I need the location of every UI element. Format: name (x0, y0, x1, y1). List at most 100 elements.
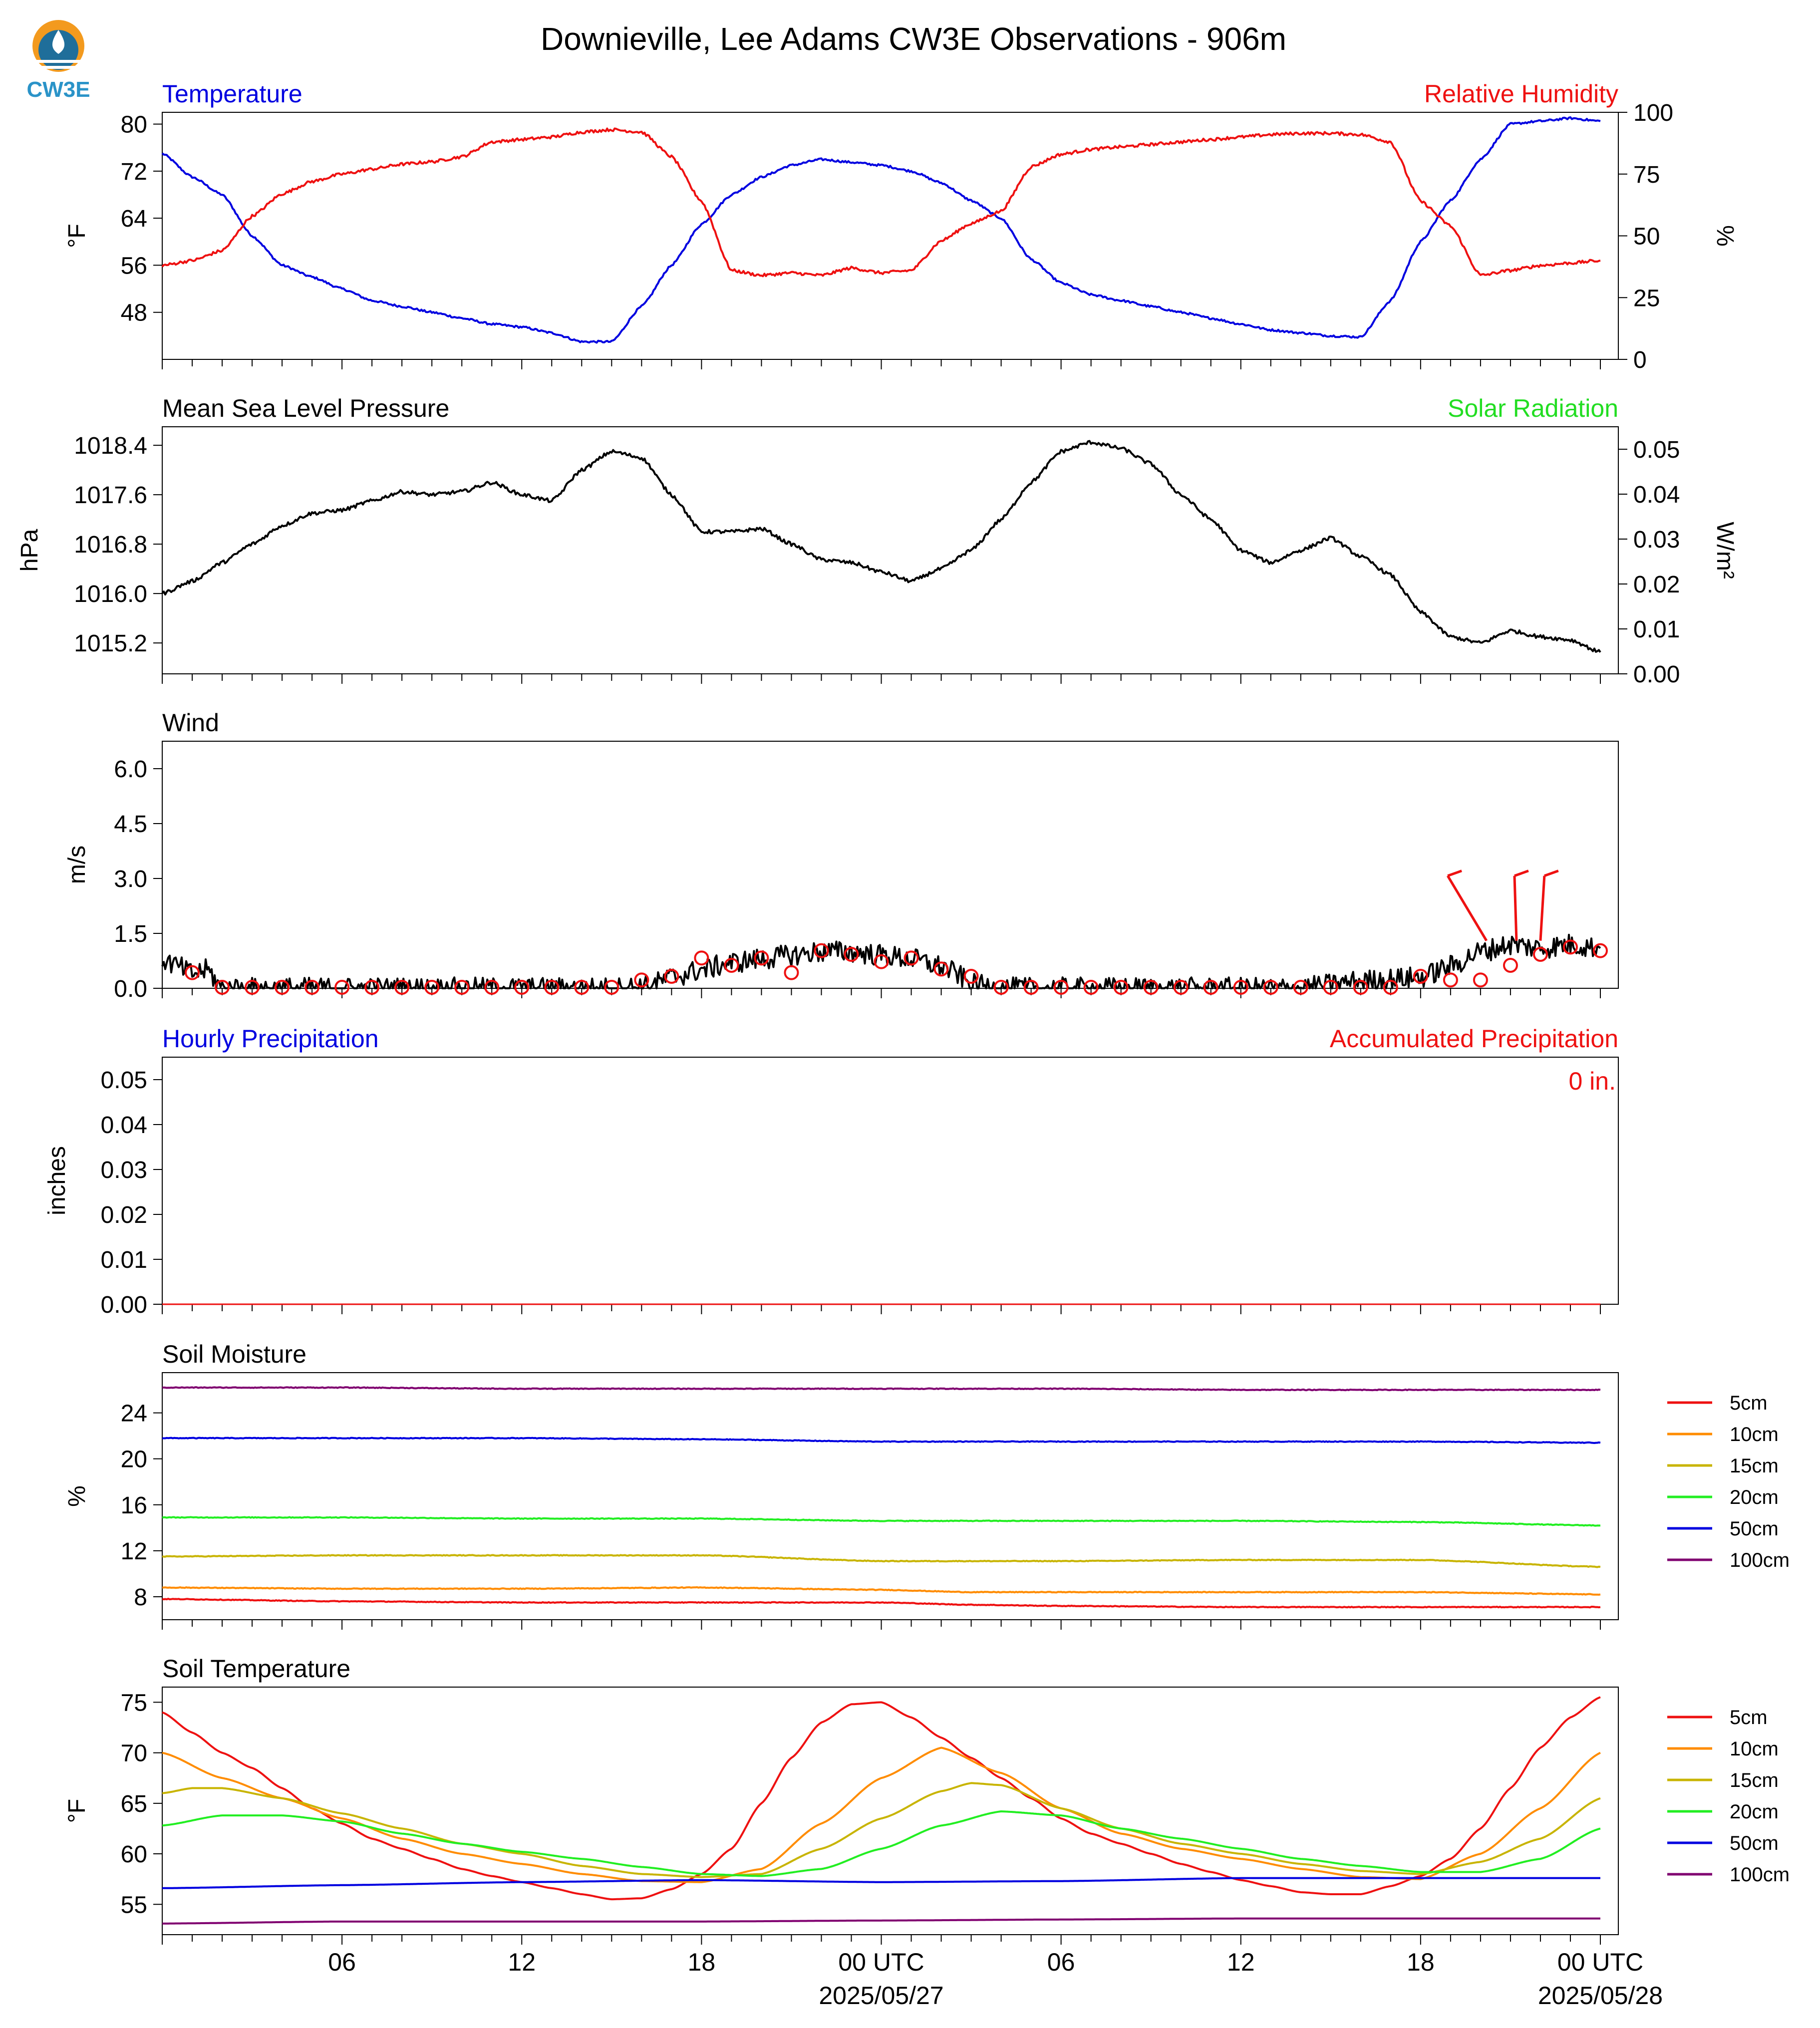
time-axis: 06 12 18 00 UTC 2025/05/27 06 12 18 00 UTC 2025/0… (328, 1948, 1663, 2010)
wind-marker (1293, 980, 1308, 995)
logo-drop-icon (52, 30, 65, 54)
y-tick-label: 8 (134, 1584, 147, 1611)
y-tick-label: 0.04 (101, 1112, 147, 1139)
y-tick-label: 56 (121, 253, 147, 279)
wind-marker (1503, 958, 1518, 973)
y-right-tick-label: 0.02 (1633, 572, 1680, 598)
y-tick-label: 12 (121, 1538, 147, 1565)
series-20cm (162, 1810, 1601, 1877)
y-tick-label: 1.5 (114, 921, 147, 947)
series-15cm (162, 1782, 1601, 1878)
wind-marker (484, 980, 500, 995)
y-right-axis-label: % (1712, 225, 1738, 247)
wind-marker (1443, 972, 1458, 988)
panel-soil-temperature: Soil Temperature 55 60 65 70 75 °F 5cm 10cm 15cm 2… (64, 1655, 1790, 1945)
y-tick-label: 70 (121, 1740, 147, 1767)
legend-label-50cm: 50cm (1730, 1832, 1779, 1854)
x-tick-label: 00 UTC (1557, 1948, 1643, 1976)
series-50cm (162, 1437, 1601, 1444)
wind-marker (1053, 980, 1069, 995)
wind-marker (1353, 980, 1368, 995)
y-right-tick-label: 0.01 (1633, 616, 1680, 643)
wind-marker (304, 980, 320, 995)
legend-label-10cm: 10cm (1730, 1738, 1779, 1760)
x-date-label: 2025/05/27 (819, 1982, 943, 2010)
x-tick-label: 00 UTC (838, 1948, 924, 1976)
y-tick-label: 48 (121, 300, 147, 326)
wind-barb-shaft (1539, 875, 1546, 941)
wind-marker (784, 965, 799, 980)
series-5cm (162, 1696, 1601, 1901)
plot-frame (162, 112, 1619, 360)
panel-temperature: Temperature Relative Humidity 48 56 64 72 80 °F… (64, 80, 1738, 373)
wind-marker (1233, 980, 1248, 995)
panel-title-left: Soil Temperature (162, 1655, 350, 1683)
wind-marker (364, 980, 380, 995)
series-5cm (162, 1598, 1601, 1609)
y-right-tick-label: 25 (1633, 285, 1660, 311)
legend-label-10cm: 10cm (1730, 1424, 1779, 1446)
series-hourly-wind-markers (185, 869, 1608, 995)
series-100cm (162, 1386, 1601, 1392)
y-tick-label: 80 (121, 112, 147, 138)
y-right-tick-label: 0.04 (1633, 482, 1680, 508)
wind-marker (963, 969, 979, 984)
wind-marker (993, 980, 1009, 995)
x-tick-label: 12 (1227, 1948, 1255, 1976)
y-tick-label: 65 (121, 1791, 147, 1817)
legend-label-100cm: 100cm (1730, 1549, 1790, 1571)
x-tick-label: 06 (1047, 1948, 1075, 1976)
wind-marker (1083, 980, 1099, 995)
wind-marker (1562, 939, 1578, 955)
series-100cm (162, 1917, 1600, 1925)
legend-label-50cm: 50cm (1730, 1518, 1779, 1540)
wind-marker (904, 950, 919, 966)
wind-marker (185, 965, 200, 980)
wind-marker (694, 950, 709, 966)
series-20cm (162, 1516, 1601, 1527)
x-date-label: 2025/05/28 (1538, 1982, 1663, 2010)
plot-frame (162, 1687, 1619, 1935)
y-right-tick-label: 50 (1633, 224, 1660, 250)
wind-marker (574, 980, 590, 995)
wind-marker (275, 980, 290, 995)
wind-marker (514, 980, 530, 995)
panel-mean-sea-level-pressure: Mean Sea Level Pressure Solar Radiation 10… (16, 394, 1738, 688)
wind-marker (1113, 980, 1129, 995)
series-relative-humidity (161, 127, 1601, 278)
wind-marker (424, 980, 440, 995)
wind-marker (1263, 980, 1278, 995)
wind-marker (544, 980, 560, 995)
y-axis-label: °F (64, 1799, 90, 1823)
y-tick-label: 1016.8 (74, 532, 147, 558)
y-right-tick-label: 0.00 (1633, 661, 1680, 688)
panel-title-left: Wind (162, 709, 219, 737)
wind-marker (933, 961, 949, 977)
wind-marker (724, 958, 739, 973)
y-tick-label: 64 (121, 206, 147, 232)
series-wind-speed (161, 933, 1601, 989)
wind-marker (1323, 980, 1338, 995)
logo-text: CW3E (26, 77, 90, 102)
wind-marker (1592, 943, 1608, 958)
wind-marker (334, 980, 350, 995)
wind-marker (394, 980, 410, 995)
y-axis-label: % (64, 1485, 90, 1507)
panels-container: Temperature Relative Humidity4856647280°F… (16, 80, 1790, 1945)
wind-marker (754, 950, 769, 966)
series-10cm (162, 1746, 1601, 1883)
x-tick-label: 18 (688, 1948, 716, 1976)
y-tick-label: 1016.0 (74, 581, 147, 607)
y-tick-label: 16 (121, 1492, 147, 1519)
series-15cm (162, 1554, 1601, 1568)
x-tick-label: 06 (328, 1948, 356, 1976)
wind-marker (1023, 980, 1039, 995)
wind-barb-flag (1447, 869, 1463, 877)
y-right-tick-label: 0.05 (1633, 437, 1680, 463)
legend-label-5cm: 5cm (1730, 1392, 1768, 1414)
legend-label-5cm: 5cm (1730, 1707, 1768, 1729)
y-axis-label: °F (64, 224, 90, 248)
wind-marker (664, 969, 679, 984)
wind-marker (634, 972, 649, 988)
